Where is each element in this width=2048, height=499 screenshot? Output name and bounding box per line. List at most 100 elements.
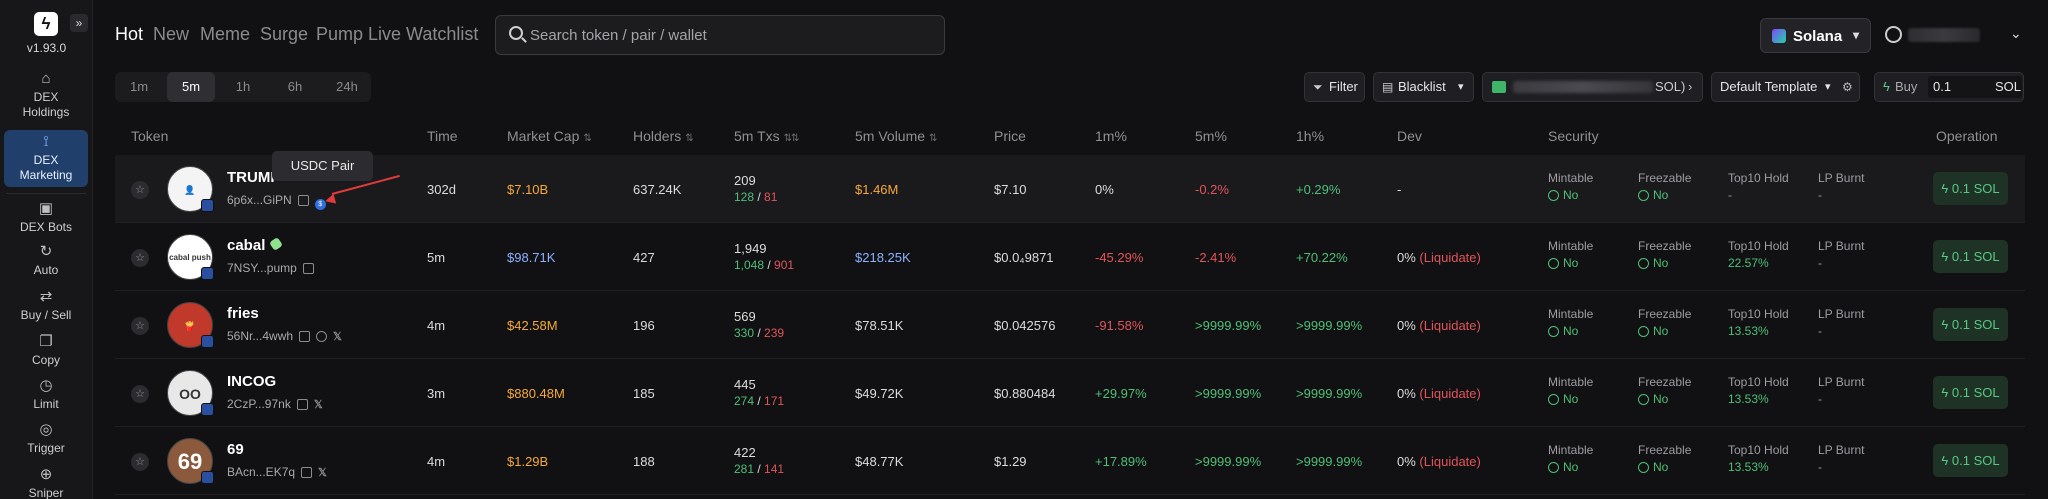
user-account-name <box>1908 28 1980 42</box>
header-5m[interactable]: 5m% <box>1195 128 1227 144</box>
quick-buy-button[interactable]: ϟ 0.1 SOL <box>1933 308 2008 341</box>
table-row[interactable]: ☆ OO INCOG 2CzP...97nk 𝕏 3m $880.48M 185 … <box>115 359 2025 427</box>
change-1h: >9999.99% <box>1296 318 1363 333</box>
change-5m: >9999.99% <box>1195 386 1262 401</box>
user-icon[interactable] <box>1885 26 1902 43</box>
header-txs[interactable]: 5m Txs ⇅⇅ <box>734 128 799 144</box>
timeframe-24h[interactable]: 24h <box>336 79 358 94</box>
sidebar-item-dex-bots[interactable]: ▣ DEX Bots <box>4 200 88 235</box>
tab-meme[interactable]: Meme <box>200 24 251 44</box>
quick-buy-button[interactable]: ϟ 0.1 SOL <box>1933 172 2008 205</box>
price: $7.10 <box>994 182 1027 197</box>
tab-hot[interactable]: Hot <box>115 24 144 44</box>
favorite-star-icon[interactable]: ☆ <box>131 385 149 403</box>
copy-address-icon[interactable] <box>296 399 308 410</box>
sidebar-item-sniper[interactable]: ⊕ Sniper <box>4 466 88 499</box>
market-cap: $1.29B <box>507 454 549 469</box>
holders-count: 427 <box>633 250 655 265</box>
sniper-icon: ⊕ <box>39 466 53 483</box>
volume: $49.72K <box>855 386 904 401</box>
token-name[interactable]: 69 <box>227 441 244 458</box>
token-name[interactable]: cabal <box>227 237 284 254</box>
token-name[interactable]: fries <box>227 305 259 322</box>
filter-button[interactable]: ⏷ Filter <box>1304 72 1365 102</box>
sidebar-item-buy-sell[interactable]: ⇄ Buy / Sell <box>4 288 88 323</box>
header-security: Security <box>1548 128 1599 144</box>
tab-pump-live[interactable]: Pump Live <box>316 24 402 44</box>
sidebar-item-trigger[interactable]: ◎ Trigger <box>4 421 88 456</box>
token-address: 2CzP...97nk 𝕏 <box>227 397 323 411</box>
change-1h: >9999.99% <box>1296 454 1363 469</box>
token-name[interactable]: INCOG <box>227 373 277 390</box>
favorite-star-icon[interactable]: ☆ <box>131 453 149 471</box>
copy-address-icon[interactable] <box>302 263 314 274</box>
blacklist-button[interactable]: ▤ Blacklist ▾ <box>1373 72 1474 102</box>
search-input[interactable] <box>530 16 930 54</box>
volume: $78.51K <box>855 318 904 333</box>
chain-badge-icon <box>201 403 214 416</box>
timeframe-6h[interactable]: 6h <box>287 79 303 94</box>
txs-count: 569 <box>734 309 756 324</box>
filter-icon: ⏷ <box>1313 80 1323 94</box>
sidebar-item-dex-marketing[interactable]: ⟟ DEX Marketing <box>4 130 88 187</box>
table-row[interactable]: ☆ 🍟 fries 56Nr...4wwh 𝕏 4m $42.58M 196 56… <box>115 291 2025 359</box>
x-twitter-icon[interactable]: 𝕏 <box>318 467 327 479</box>
account-menu-chevron-icon[interactable]: ⌄ <box>2010 25 2022 41</box>
timeframe-1h[interactable]: 1h <box>235 79 251 94</box>
quick-buy-button[interactable]: ϟ 0.1 SOL <box>1933 240 2008 273</box>
favorite-star-icon[interactable]: ☆ <box>131 317 149 335</box>
timeframe-5m[interactable]: 5m <box>167 72 215 102</box>
check-icon <box>1638 258 1649 269</box>
x-twitter-icon[interactable]: 𝕏 <box>313 399 323 411</box>
usdc-pair-icon[interactable]: $ <box>314 199 326 210</box>
header-1h[interactable]: 1h% <box>1296 128 1325 144</box>
quick-buy-button[interactable]: ϟ 0.1 SOL <box>1933 376 2008 409</box>
wallet-selector[interactable]: SOL) › <box>1482 72 1703 102</box>
copy-address-icon[interactable] <box>301 467 313 478</box>
token-name[interactable]: TRUMP <box>227 169 281 186</box>
favorite-star-icon[interactable]: ☆ <box>131 249 149 267</box>
security-freezable: Freezable No <box>1638 239 1692 270</box>
check-icon <box>1548 190 1559 201</box>
copy-address-icon[interactable] <box>299 331 311 342</box>
tab-surge[interactable]: Surge <box>260 24 309 44</box>
tab-watchlist[interactable]: Watchlist <box>406 24 479 44</box>
x-twitter-icon[interactable]: 𝕏 <box>333 331 342 343</box>
sidebar-item-dex-holdings[interactable]: ⌂ DEX Holdings <box>4 70 88 120</box>
template-selector[interactable]: Default Template ▾ ⚙ <box>1711 72 1860 102</box>
dev-holding: 0% (Liquidate) <box>1397 318 1481 333</box>
header-volume[interactable]: 5m Volume ⇅ <box>855 128 937 144</box>
change-5m: -0.2% <box>1195 182 1229 197</box>
chart-icon: ⟟ <box>43 133 49 150</box>
sidebar-item-auto[interactable]: ↻ Auto <box>4 243 88 278</box>
sidebar-item-limit[interactable]: ◷ Limit <box>4 377 88 412</box>
header-time[interactable]: Time <box>427 128 458 144</box>
buy-amount-input[interactable] <box>1928 76 2022 98</box>
header-holders[interactable]: Holders ⇅ <box>633 128 694 144</box>
holders-count: 196 <box>633 318 655 333</box>
app-logo[interactable]: ϟ <box>34 12 58 36</box>
token-age: 4m <box>427 318 446 333</box>
security-lp-burnt: LP Burnt - <box>1818 171 1865 202</box>
gear-icon[interactable]: ⚙ <box>1842 80 1853 94</box>
table-row[interactable]: ☆ 69 69 BAcn...EK7q 𝕏 4m $1.29B 188 422 2… <box>115 427 2025 495</box>
trade-icon: ⇄ <box>39 288 53 305</box>
quick-buy-button[interactable]: ϟ 0.1 SOL <box>1933 444 2008 477</box>
table-row[interactable]: ☆ 👤 TRUMP 6p6x...GiPN $ 302d $7.10B 637.2… <box>115 155 2025 223</box>
copy-address-icon[interactable] <box>297 195 309 206</box>
favorite-star-icon[interactable]: ☆ <box>131 181 149 199</box>
tab-new[interactable]: New <box>153 24 190 44</box>
header-market-cap[interactable]: Market Cap ⇅ <box>507 128 592 144</box>
website-icon[interactable] <box>316 331 328 342</box>
table-row[interactable]: ☆ cabal push cabal 7NSY...pump 5m $98.71… <box>115 223 2025 291</box>
security-mintable: Mintable No <box>1548 443 1594 474</box>
collapse-sidebar-button[interactable]: » <box>70 14 88 32</box>
header-1m[interactable]: 1m% <box>1095 128 1127 144</box>
txs-buy-sell: 281 / 141 <box>734 462 785 476</box>
check-icon <box>1638 394 1649 405</box>
chain-selector[interactable]: Solana ▾ <box>1760 18 1871 53</box>
dev-holding: - <box>1397 182 1402 197</box>
sidebar-item-copy[interactable]: ❐ Copy <box>4 333 88 368</box>
security-freezable: Freezable No <box>1638 443 1692 474</box>
timeframe-1m[interactable]: 1m <box>129 79 149 94</box>
